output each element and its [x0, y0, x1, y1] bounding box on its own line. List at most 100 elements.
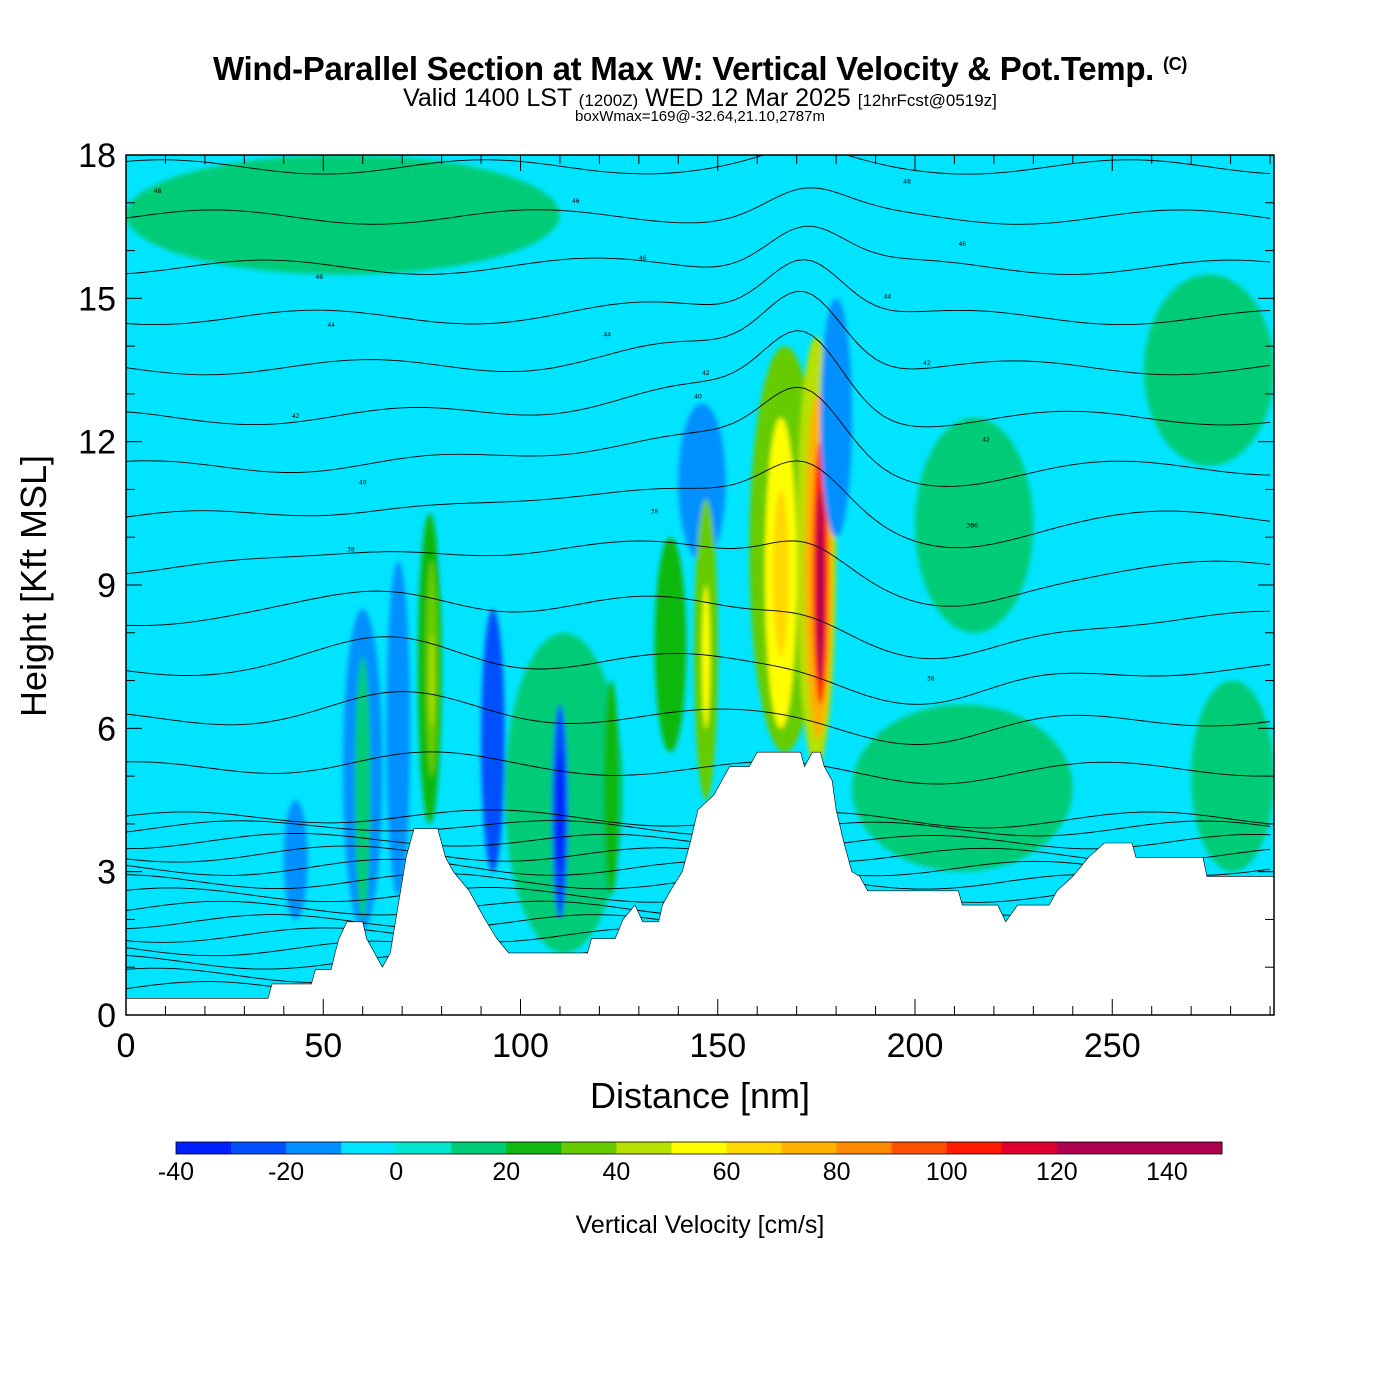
- theta-contour-17: [126, 590, 1271, 660]
- velocity-cell-18: [772, 489, 789, 657]
- theta-contour-label-8: 44: [884, 293, 892, 300]
- theta-contour-21: [126, 330, 1271, 428]
- colorbar-swatch-6: [506, 1142, 562, 1154]
- theta-contour-23: [126, 259, 1271, 326]
- x-tick-label-100: 100: [492, 1027, 549, 1065]
- theta-contour-label-15: 38: [347, 547, 355, 554]
- velocity-cell-12: [654, 537, 687, 753]
- box-info: boxWmax=169@-32.64,21.10,2787m: [575, 108, 825, 125]
- valid-date: WED 12 Mar 2025: [645, 84, 851, 112]
- terrain-shape: [126, 751, 1274, 1015]
- velocity-cell-11: [603, 680, 620, 896]
- theta-contour-25: [126, 187, 1271, 225]
- y-tick-label-6: 6: [97, 710, 116, 748]
- velocity-cell-23: [820, 298, 852, 538]
- velocity-cell-2: [386, 561, 411, 896]
- forecast-info: [12hrFcst@0519z]: [857, 91, 997, 110]
- colorbar-tick-label: 60: [713, 1158, 741, 1186]
- colorbar-tick-label: -40: [158, 1158, 194, 1186]
- velocity-cell-1: [354, 656, 371, 920]
- copyright-mark: (C): [1162, 54, 1188, 74]
- y-tick-label-0: 0: [97, 997, 116, 1035]
- theta-contour-label-7: 44: [603, 332, 611, 339]
- theta-contour-label-14: 40: [694, 394, 702, 401]
- theta-contour-19: [126, 460, 1271, 549]
- x-tick-label-250: 250: [1084, 1027, 1141, 1065]
- x-tick-label-150: 150: [689, 1027, 746, 1065]
- theta-contour-label-6: 44: [327, 322, 335, 329]
- velocity-cell-26: [915, 417, 1034, 633]
- colorbar-swatch-1: [231, 1142, 287, 1154]
- colorbar-swatch-8: [616, 1142, 672, 1154]
- theta-contour-24: [126, 225, 1271, 275]
- theta-contour-18: [126, 540, 1271, 607]
- theta-contour-label-5: 46: [959, 241, 967, 248]
- colorbar-swatch-10: [726, 1142, 783, 1154]
- velocity-cell-7: [481, 608, 505, 872]
- colorbar-tick-label: 40: [603, 1158, 631, 1186]
- x-axis-label: Distance [nm]: [590, 1075, 810, 1116]
- colorbar-tick-label: 0: [389, 1158, 403, 1186]
- colorbar-tick-label: 100: [926, 1158, 968, 1186]
- velocity-cell-5: [429, 632, 434, 729]
- theta-contour-22: [126, 290, 1271, 376]
- colorbar-swatch-0: [176, 1142, 232, 1154]
- theta-contour-label-18: 36: [966, 523, 974, 530]
- theta-contour-label-1: 48: [903, 179, 911, 186]
- colorbar-swatch-17: [1111, 1142, 1168, 1154]
- theta-contour-label-2: 46: [572, 198, 580, 205]
- velocity-cell-24: [283, 800, 308, 920]
- theta-contour-label-9: 42: [292, 413, 300, 420]
- y-tick-label-3: 3: [97, 854, 116, 892]
- terrain: [126, 751, 1274, 1015]
- colorbar-swatch-13: [891, 1142, 948, 1154]
- chart-subtitle: Valid 1400 LST (1200Z) WED 12 Mar 2025 […: [0, 84, 1400, 113]
- velocity-cell-25: [851, 704, 1073, 872]
- chart-title: Wind-Parallel Section at Max W: Vertical…: [0, 50, 1400, 88]
- y-axis-label: Height [Kft MSL]: [13, 455, 54, 717]
- colorbar-swatch-11: [781, 1142, 838, 1154]
- x-tick-label-200: 200: [887, 1027, 944, 1065]
- y-tick-label-15: 15: [78, 280, 116, 318]
- theta-contour-label-0: 48: [154, 188, 162, 195]
- colorbar-swatch-4: [396, 1142, 452, 1154]
- velocity-cell-22: [816, 489, 825, 681]
- colorbar-swatch-18: [1166, 1142, 1223, 1154]
- colorbar-swatch-5: [451, 1142, 507, 1154]
- colorbar-swatch-15: [1001, 1142, 1058, 1154]
- velocity-cell-15: [701, 585, 710, 729]
- colorbar-tick-label: 140: [1146, 1158, 1188, 1186]
- colorbar-tick-label: 20: [492, 1158, 520, 1186]
- colorbar-tick-label: 120: [1036, 1158, 1078, 1186]
- colorbar-swatch-14: [946, 1142, 1003, 1154]
- colorbar-label: Vertical Velocity [cm/s]: [576, 1211, 825, 1239]
- theta-contour-label-3: 46: [315, 274, 323, 281]
- x-tick-label-0: 0: [117, 1027, 136, 1065]
- theta-contour-label-12: 42: [982, 437, 990, 444]
- theta-contour-label-4: 46: [639, 255, 647, 262]
- velocity-cell-29: [126, 155, 560, 275]
- velocity-cell-10: [556, 752, 564, 872]
- x-tick-label-50: 50: [304, 1027, 342, 1065]
- colorbar: -40 -20 0 20 40 60 80 100 120 140: [158, 1141, 1223, 1186]
- theta-contour-14: [126, 751, 1271, 785]
- theta-contour-label-19: 36: [970, 523, 978, 530]
- theta-contour-label-13: 40: [359, 480, 367, 487]
- velocity-cell-6: [441, 513, 489, 609]
- theta-contour-label-10: 42: [702, 370, 710, 377]
- theta-contour-20: [126, 386, 1271, 487]
- valid-time: Valid 1400 LST: [403, 84, 572, 112]
- y-tick-label-12: 12: [78, 424, 116, 462]
- colorbar-swatch-3: [341, 1142, 397, 1154]
- valid-utc: (1200Z): [578, 91, 639, 110]
- colorbar-swatch-9: [671, 1142, 728, 1154]
- chart-title-text: Wind-Parallel Section at Max W: Vertical…: [212, 50, 1155, 87]
- colorbar-frame: [175, 1141, 1223, 1155]
- theta-contour-15: [126, 691, 1271, 745]
- theta-contour-label-17: 36: [927, 676, 935, 683]
- colorbar-swatch-2: [286, 1142, 342, 1154]
- colorbar-tick-label: 80: [823, 1158, 851, 1186]
- theta-contour-26: [126, 155, 1271, 175]
- theta-contour-label-16: 38: [651, 508, 659, 515]
